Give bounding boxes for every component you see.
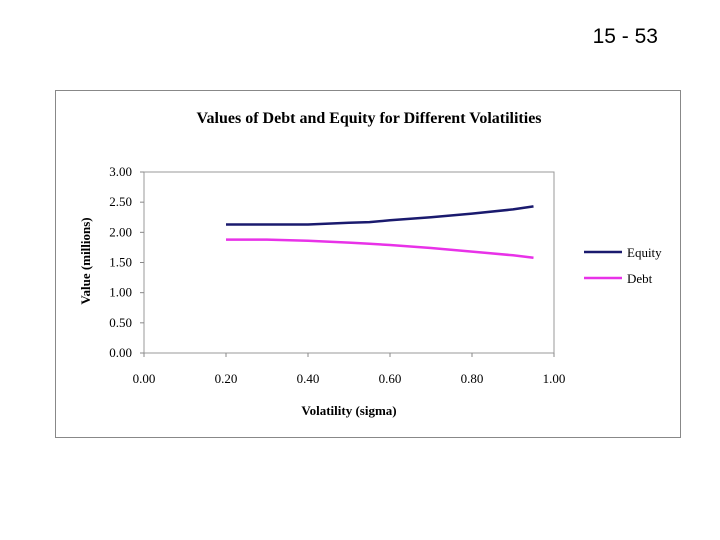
x-tick-label: 0.00 — [133, 371, 156, 386]
y-tick-label: 1.00 — [109, 285, 132, 300]
chart-title: Values of Debt and Equity for Different … — [196, 110, 541, 127]
chart-frame: Values of Debt and Equity for Different … — [55, 90, 681, 438]
y-tick-label: 3.00 — [109, 164, 132, 179]
y-tick-label: 2.00 — [109, 224, 132, 239]
slide-number: 15 - 53 — [592, 25, 658, 48]
x-tick-label: 0.60 — [379, 371, 402, 386]
plot-area — [143, 171, 555, 354]
line-chart: Values of Debt and Equity for Different … — [78, 110, 662, 418]
series-line-equity — [226, 205, 534, 226]
x-tick-label: 0.40 — [297, 371, 320, 386]
legend-label-equity: Equity — [627, 245, 662, 260]
series-line-debt — [226, 238, 534, 259]
x-tick-label: 1.00 — [543, 371, 566, 386]
x-tick-label: 0.20 — [215, 371, 238, 386]
y-tick-label: 2.50 — [109, 194, 132, 209]
x-tick-label: 0.80 — [461, 371, 484, 386]
y-tick-label: 0.00 — [109, 345, 132, 360]
y-axis-label: Value (millions) — [78, 217, 93, 304]
x-axis-label: Volatility (sigma) — [301, 403, 396, 418]
y-tick-label: 0.50 — [109, 315, 132, 330]
legend-label-debt: Debt — [627, 271, 653, 286]
y-tick-label: 1.50 — [109, 255, 132, 270]
